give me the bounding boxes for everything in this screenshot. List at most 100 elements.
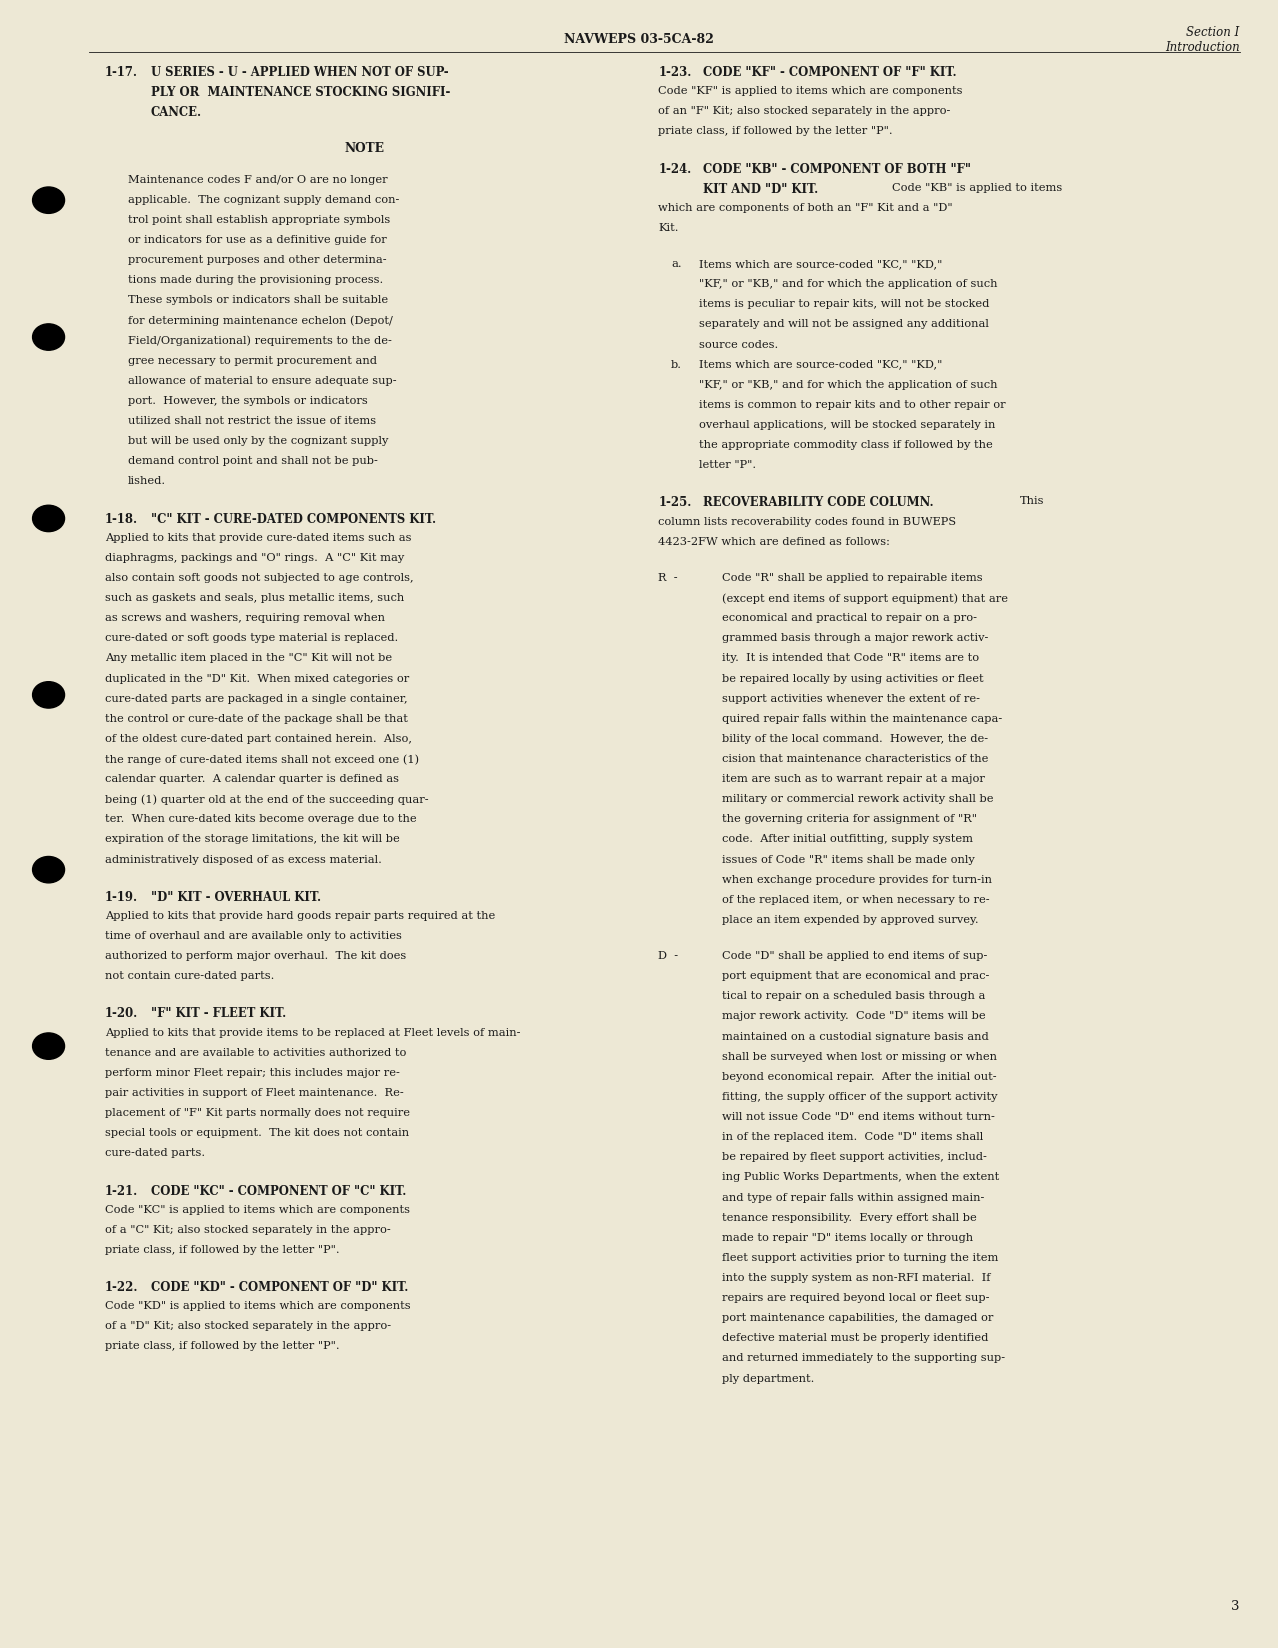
Text: KIT AND "D" KIT.: KIT AND "D" KIT.: [703, 183, 818, 196]
Text: special tools or equipment.  The kit does not contain: special tools or equipment. The kit does…: [105, 1127, 409, 1137]
Text: utilized shall not restrict the issue of items: utilized shall not restrict the issue of…: [128, 415, 376, 425]
Text: repairs are required beyond local or fleet sup-: repairs are required beyond local or fle…: [722, 1292, 989, 1302]
Text: cision that maintenance characteristics of the: cision that maintenance characteristics …: [722, 753, 988, 763]
Ellipse shape: [33, 506, 64, 532]
Text: of the oldest cure-dated part contained herein.  Also,: of the oldest cure-dated part contained …: [105, 733, 412, 743]
Text: items is common to repair kits and to other repair or: items is common to repair kits and to ot…: [699, 400, 1006, 410]
Text: allowance of material to ensure adequate sup-: allowance of material to ensure adequate…: [128, 376, 396, 386]
Text: made to repair "D" items locally or through: made to repair "D" items locally or thro…: [722, 1233, 973, 1243]
Text: major rework activity.  Code "D" items will be: major rework activity. Code "D" items wi…: [722, 1010, 985, 1020]
Text: economical and practical to repair on a pro-: economical and practical to repair on a …: [722, 613, 978, 623]
Text: PLY OR  MAINTENANCE STOCKING SIGNIFI-: PLY OR MAINTENANCE STOCKING SIGNIFI-: [151, 86, 450, 99]
Ellipse shape: [33, 682, 64, 709]
Text: D  -: D -: [658, 951, 679, 961]
Text: 1-25.: 1-25.: [658, 496, 691, 509]
Text: 4423-2FW which are defined as follows:: 4423-2FW which are defined as follows:: [658, 536, 889, 547]
Text: priate class, if followed by the letter "P".: priate class, if followed by the letter …: [658, 127, 893, 137]
Text: Introduction: Introduction: [1166, 41, 1240, 54]
Text: authorized to perform major overhaul.  The kit does: authorized to perform major overhaul. Th…: [105, 951, 406, 961]
Text: 1-19.: 1-19.: [105, 890, 138, 903]
Text: shall be surveyed when lost or missing or when: shall be surveyed when lost or missing o…: [722, 1051, 997, 1061]
Ellipse shape: [33, 1033, 64, 1060]
Ellipse shape: [33, 188, 64, 214]
Text: CODE "KC" - COMPONENT OF "C" KIT.: CODE "KC" - COMPONENT OF "C" KIT.: [151, 1183, 406, 1196]
Text: ter.  When cure-dated kits become overage due to the: ter. When cure-dated kits become overage…: [105, 814, 417, 824]
Text: Applied to kits that provide hard goods repair parts required at the: Applied to kits that provide hard goods …: [105, 910, 495, 920]
Text: demand control point and shall not be pub-: demand control point and shall not be pu…: [128, 456, 378, 466]
Ellipse shape: [33, 857, 64, 883]
Text: not contain cure-dated parts.: not contain cure-dated parts.: [105, 971, 275, 981]
Text: Code "KB" is applied to items: Code "KB" is applied to items: [892, 183, 1062, 193]
Text: tical to repair on a scheduled basis through a: tical to repair on a scheduled basis thr…: [722, 990, 985, 1000]
Text: a.: a.: [671, 259, 681, 269]
Text: calendar quarter.  A calendar quarter is defined as: calendar quarter. A calendar quarter is …: [105, 773, 399, 784]
Text: "C" KIT - CURE-DATED COMPONENTS KIT.: "C" KIT - CURE-DATED COMPONENTS KIT.: [151, 513, 436, 526]
Text: ity.  It is intended that Code "R" items are to: ity. It is intended that Code "R" items …: [722, 653, 979, 662]
Text: ply department.: ply department.: [722, 1373, 814, 1383]
Text: will not issue Code "D" end items without turn-: will not issue Code "D" end items withou…: [722, 1111, 996, 1121]
Text: (except end items of support equipment) that are: (except end items of support equipment) …: [722, 593, 1008, 603]
Text: Code "D" shall be applied to end items of sup-: Code "D" shall be applied to end items o…: [722, 951, 988, 961]
Text: 1-20.: 1-20.: [105, 1007, 138, 1020]
Text: fleet support activities prior to turning the item: fleet support activities prior to turnin…: [722, 1252, 998, 1262]
Text: "D" KIT - OVERHAUL KIT.: "D" KIT - OVERHAUL KIT.: [151, 890, 321, 903]
Text: trol point shall establish appropriate symbols: trol point shall establish appropriate s…: [128, 214, 390, 224]
Text: and returned immediately to the supporting sup-: and returned immediately to the supporti…: [722, 1353, 1006, 1363]
Text: tenance and are available to activities authorized to: tenance and are available to activities …: [105, 1046, 406, 1056]
Text: "KF," or "KB," and for which the application of such: "KF," or "KB," and for which the applica…: [699, 379, 998, 389]
Text: be repaired by fleet support activities, includ-: be repaired by fleet support activities,…: [722, 1152, 987, 1162]
Text: CODE "KD" - COMPONENT OF "D" KIT.: CODE "KD" - COMPONENT OF "D" KIT.: [151, 1280, 408, 1294]
Text: Code "KD" is applied to items which are components: Code "KD" is applied to items which are …: [105, 1300, 410, 1310]
Text: of a "D" Kit; also stocked separately in the appro-: of a "D" Kit; also stocked separately in…: [105, 1320, 391, 1330]
Text: the appropriate commodity class if followed by the: the appropriate commodity class if follo…: [699, 440, 993, 450]
Text: pair activities in support of Fleet maintenance.  Re-: pair activities in support of Fleet main…: [105, 1088, 404, 1098]
Text: of an "F" Kit; also stocked separately in the appro-: of an "F" Kit; also stocked separately i…: [658, 105, 951, 115]
Text: This: This: [1020, 496, 1044, 506]
Text: items is peculiar to repair kits, will not be stocked: items is peculiar to repair kits, will n…: [699, 300, 989, 310]
Text: priate class, if followed by the letter "P".: priate class, if followed by the letter …: [105, 1244, 340, 1254]
Text: b.: b.: [671, 359, 682, 369]
Text: into the supply system as non-RFI material.  If: into the supply system as non-RFI materi…: [722, 1272, 990, 1282]
Text: 1-22.: 1-22.: [105, 1280, 138, 1294]
Text: Code "R" shall be applied to repairable items: Code "R" shall be applied to repairable …: [722, 572, 983, 583]
Text: R  -: R -: [658, 572, 677, 583]
Text: NAVWEPS 03-5CA-82: NAVWEPS 03-5CA-82: [564, 33, 714, 46]
Text: but will be used only by the cognizant supply: but will be used only by the cognizant s…: [128, 435, 389, 447]
Text: such as gaskets and seals, plus metallic items, such: such as gaskets and seals, plus metallic…: [105, 593, 404, 603]
Text: These symbols or indicators shall be suitable: These symbols or indicators shall be sui…: [128, 295, 389, 305]
Text: fitting, the supply officer of the support activity: fitting, the supply officer of the suppo…: [722, 1091, 998, 1101]
Text: separately and will not be assigned any additional: separately and will not be assigned any …: [699, 320, 989, 330]
Text: U SERIES - U - APPLIED WHEN NOT OF SUP-: U SERIES - U - APPLIED WHEN NOT OF SUP-: [151, 66, 449, 79]
Text: expiration of the storage limitations, the kit will be: expiration of the storage limitations, t…: [105, 834, 400, 844]
Text: CODE "KF" - COMPONENT OF "F" KIT.: CODE "KF" - COMPONENT OF "F" KIT.: [703, 66, 956, 79]
Text: Code "KF" is applied to items which are components: Code "KF" is applied to items which are …: [658, 86, 962, 96]
Text: "F" KIT - FLEET KIT.: "F" KIT - FLEET KIT.: [151, 1007, 286, 1020]
Text: time of overhaul and are available only to activities: time of overhaul and are available only …: [105, 931, 401, 941]
Text: Code "KC" is applied to items which are components: Code "KC" is applied to items which are …: [105, 1205, 410, 1215]
Text: cure-dated parts are packaged in a single container,: cure-dated parts are packaged in a singl…: [105, 694, 408, 704]
Text: quired repair falls within the maintenance capa-: quired repair falls within the maintenan…: [722, 714, 1002, 723]
Text: source codes.: source codes.: [699, 339, 778, 349]
Text: place an item expended by approved survey.: place an item expended by approved surve…: [722, 915, 979, 925]
Text: maintained on a custodial signature basis and: maintained on a custodial signature basi…: [722, 1032, 989, 1042]
Text: gree necessary to permit procurement and: gree necessary to permit procurement and: [128, 356, 377, 366]
Text: port.  However, the symbols or indicators: port. However, the symbols or indicators: [128, 396, 368, 405]
Text: NOTE: NOTE: [344, 142, 385, 155]
Text: tenance responsibility.  Every effort shall be: tenance responsibility. Every effort sha…: [722, 1211, 976, 1221]
Text: of a "C" Kit; also stocked separately in the appro-: of a "C" Kit; also stocked separately in…: [105, 1224, 391, 1234]
Text: diaphragms, packings and "O" rings.  A "C" Kit may: diaphragms, packings and "O" rings. A "C…: [105, 552, 404, 562]
Text: 1-18.: 1-18.: [105, 513, 138, 526]
Text: grammed basis through a major rework activ-: grammed basis through a major rework act…: [722, 633, 988, 643]
Text: bility of the local command.  However, the de-: bility of the local command. However, th…: [722, 733, 988, 743]
Text: CODE "KB" - COMPONENT OF BOTH "F": CODE "KB" - COMPONENT OF BOTH "F": [703, 163, 971, 175]
Text: port equipment that are economical and prac-: port equipment that are economical and p…: [722, 971, 989, 981]
Text: 1-24.: 1-24.: [658, 163, 691, 175]
Text: as screws and washers, requiring removal when: as screws and washers, requiring removal…: [105, 613, 385, 623]
Text: the range of cure-dated items shall not exceed one (1): the range of cure-dated items shall not …: [105, 753, 419, 765]
Text: perform minor Fleet repair; this includes major re-: perform minor Fleet repair; this include…: [105, 1068, 400, 1078]
Text: 1-23.: 1-23.: [658, 66, 691, 79]
Text: tions made during the provisioning process.: tions made during the provisioning proce…: [128, 275, 383, 285]
Text: Items which are source-coded "KC," "KD,": Items which are source-coded "KC," "KD,": [699, 259, 942, 269]
Text: and type of repair falls within assigned main-: and type of repair falls within assigned…: [722, 1192, 984, 1201]
Text: Section I: Section I: [1186, 26, 1240, 40]
